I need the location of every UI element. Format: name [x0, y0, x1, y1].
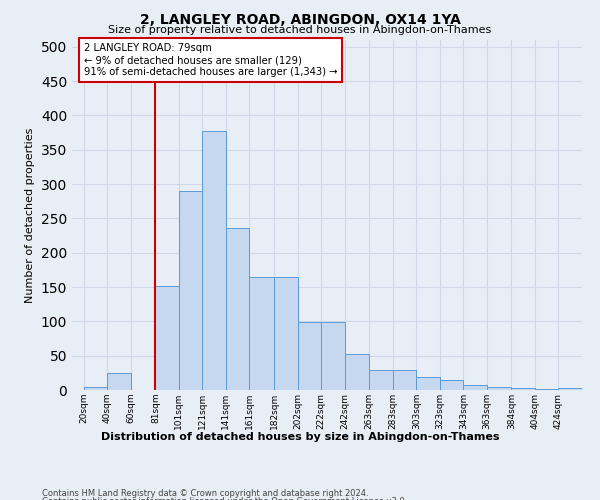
Bar [84, 386, 107, 390]
Bar [416, 377, 440, 390]
Bar [321, 322, 344, 390]
Bar [370, 370, 393, 390]
Y-axis label: Number of detached properties: Number of detached properties [25, 128, 35, 302]
Bar [393, 370, 416, 390]
Bar [487, 388, 511, 390]
Bar [226, 228, 250, 390]
Bar [511, 388, 535, 390]
Bar [274, 277, 298, 390]
Bar [559, 388, 582, 390]
Text: Distribution of detached houses by size in Abingdon-on-Thames: Distribution of detached houses by size … [101, 432, 499, 442]
Bar [179, 191, 202, 390]
Bar [298, 322, 321, 390]
Bar [250, 277, 274, 390]
Bar [202, 130, 226, 390]
Text: 2 LANGLEY ROAD: 79sqm
← 9% of detached houses are smaller (129)
91% of semi-deta: 2 LANGLEY ROAD: 79sqm ← 9% of detached h… [84, 44, 337, 76]
Bar [155, 286, 179, 390]
Text: Contains HM Land Registry data © Crown copyright and database right 2024.: Contains HM Land Registry data © Crown c… [42, 488, 368, 498]
Text: 2, LANGLEY ROAD, ABINGDON, OX14 1YA: 2, LANGLEY ROAD, ABINGDON, OX14 1YA [140, 12, 460, 26]
Bar [107, 373, 131, 390]
Text: Size of property relative to detached houses in Abingdon-on-Thames: Size of property relative to detached ho… [109, 25, 491, 35]
Bar [440, 380, 463, 390]
Bar [463, 384, 487, 390]
Text: Contains public sector information licensed under the Open Government Licence v3: Contains public sector information licen… [42, 497, 407, 500]
Bar [344, 354, 370, 390]
